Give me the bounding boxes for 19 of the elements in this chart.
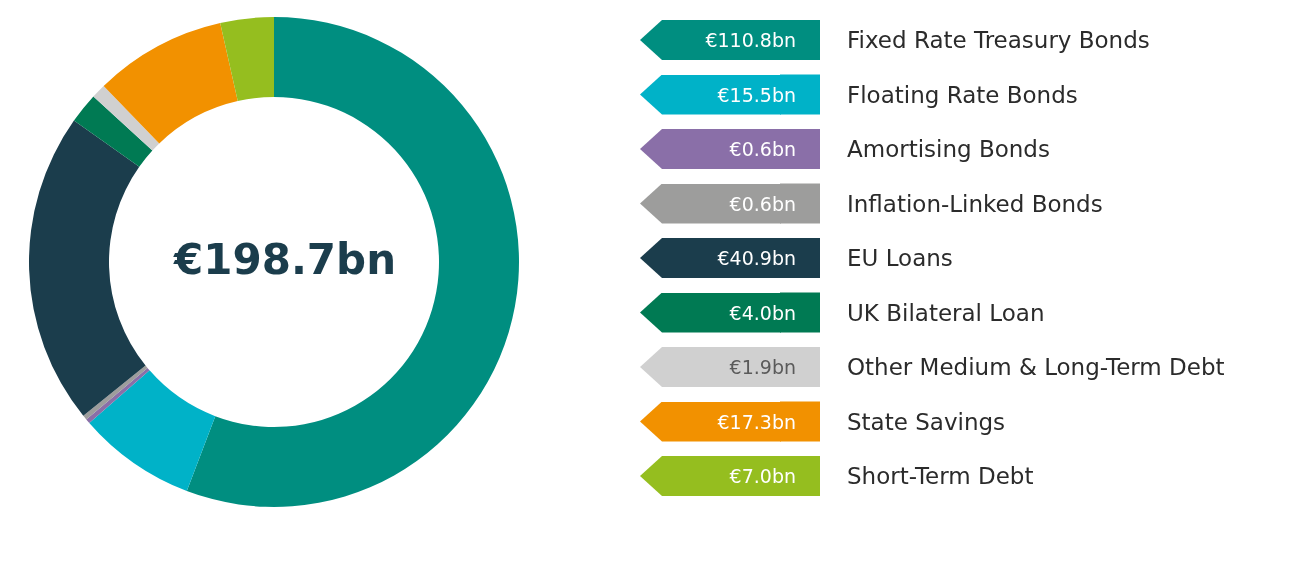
data-label: €0.6bn (729, 138, 796, 160)
data-label: €17.3bn (717, 410, 796, 433)
legend-label: Amortising Bonds (847, 136, 1050, 162)
legend-label: Short-Term Debt (847, 463, 1034, 489)
data-label: €1.9bn (729, 356, 796, 378)
legend-label: Fixed Rate Treasury Bonds (847, 27, 1150, 53)
data-label: €0.6bn (729, 192, 796, 215)
legend-label: Floating Rate Bonds (847, 81, 1078, 108)
data-label: €7.0bn (729, 465, 796, 487)
legend-label: State Savings (847, 408, 1006, 435)
legend-label: UK Bilateral Loan (847, 299, 1045, 326)
data-label: €110.8bn (705, 29, 796, 51)
text: €198.7bn (173, 234, 397, 284)
legend-label: Other Medium & Long-Term Debt (847, 354, 1225, 380)
data-label: €4.0bn (729, 301, 796, 324)
legend-label: Inflation-Linked Bonds (847, 190, 1103, 217)
legend-label: EU Loans (847, 245, 953, 271)
data-label: €40.9bn (717, 247, 796, 269)
data-label: €15.5bn (717, 83, 796, 106)
